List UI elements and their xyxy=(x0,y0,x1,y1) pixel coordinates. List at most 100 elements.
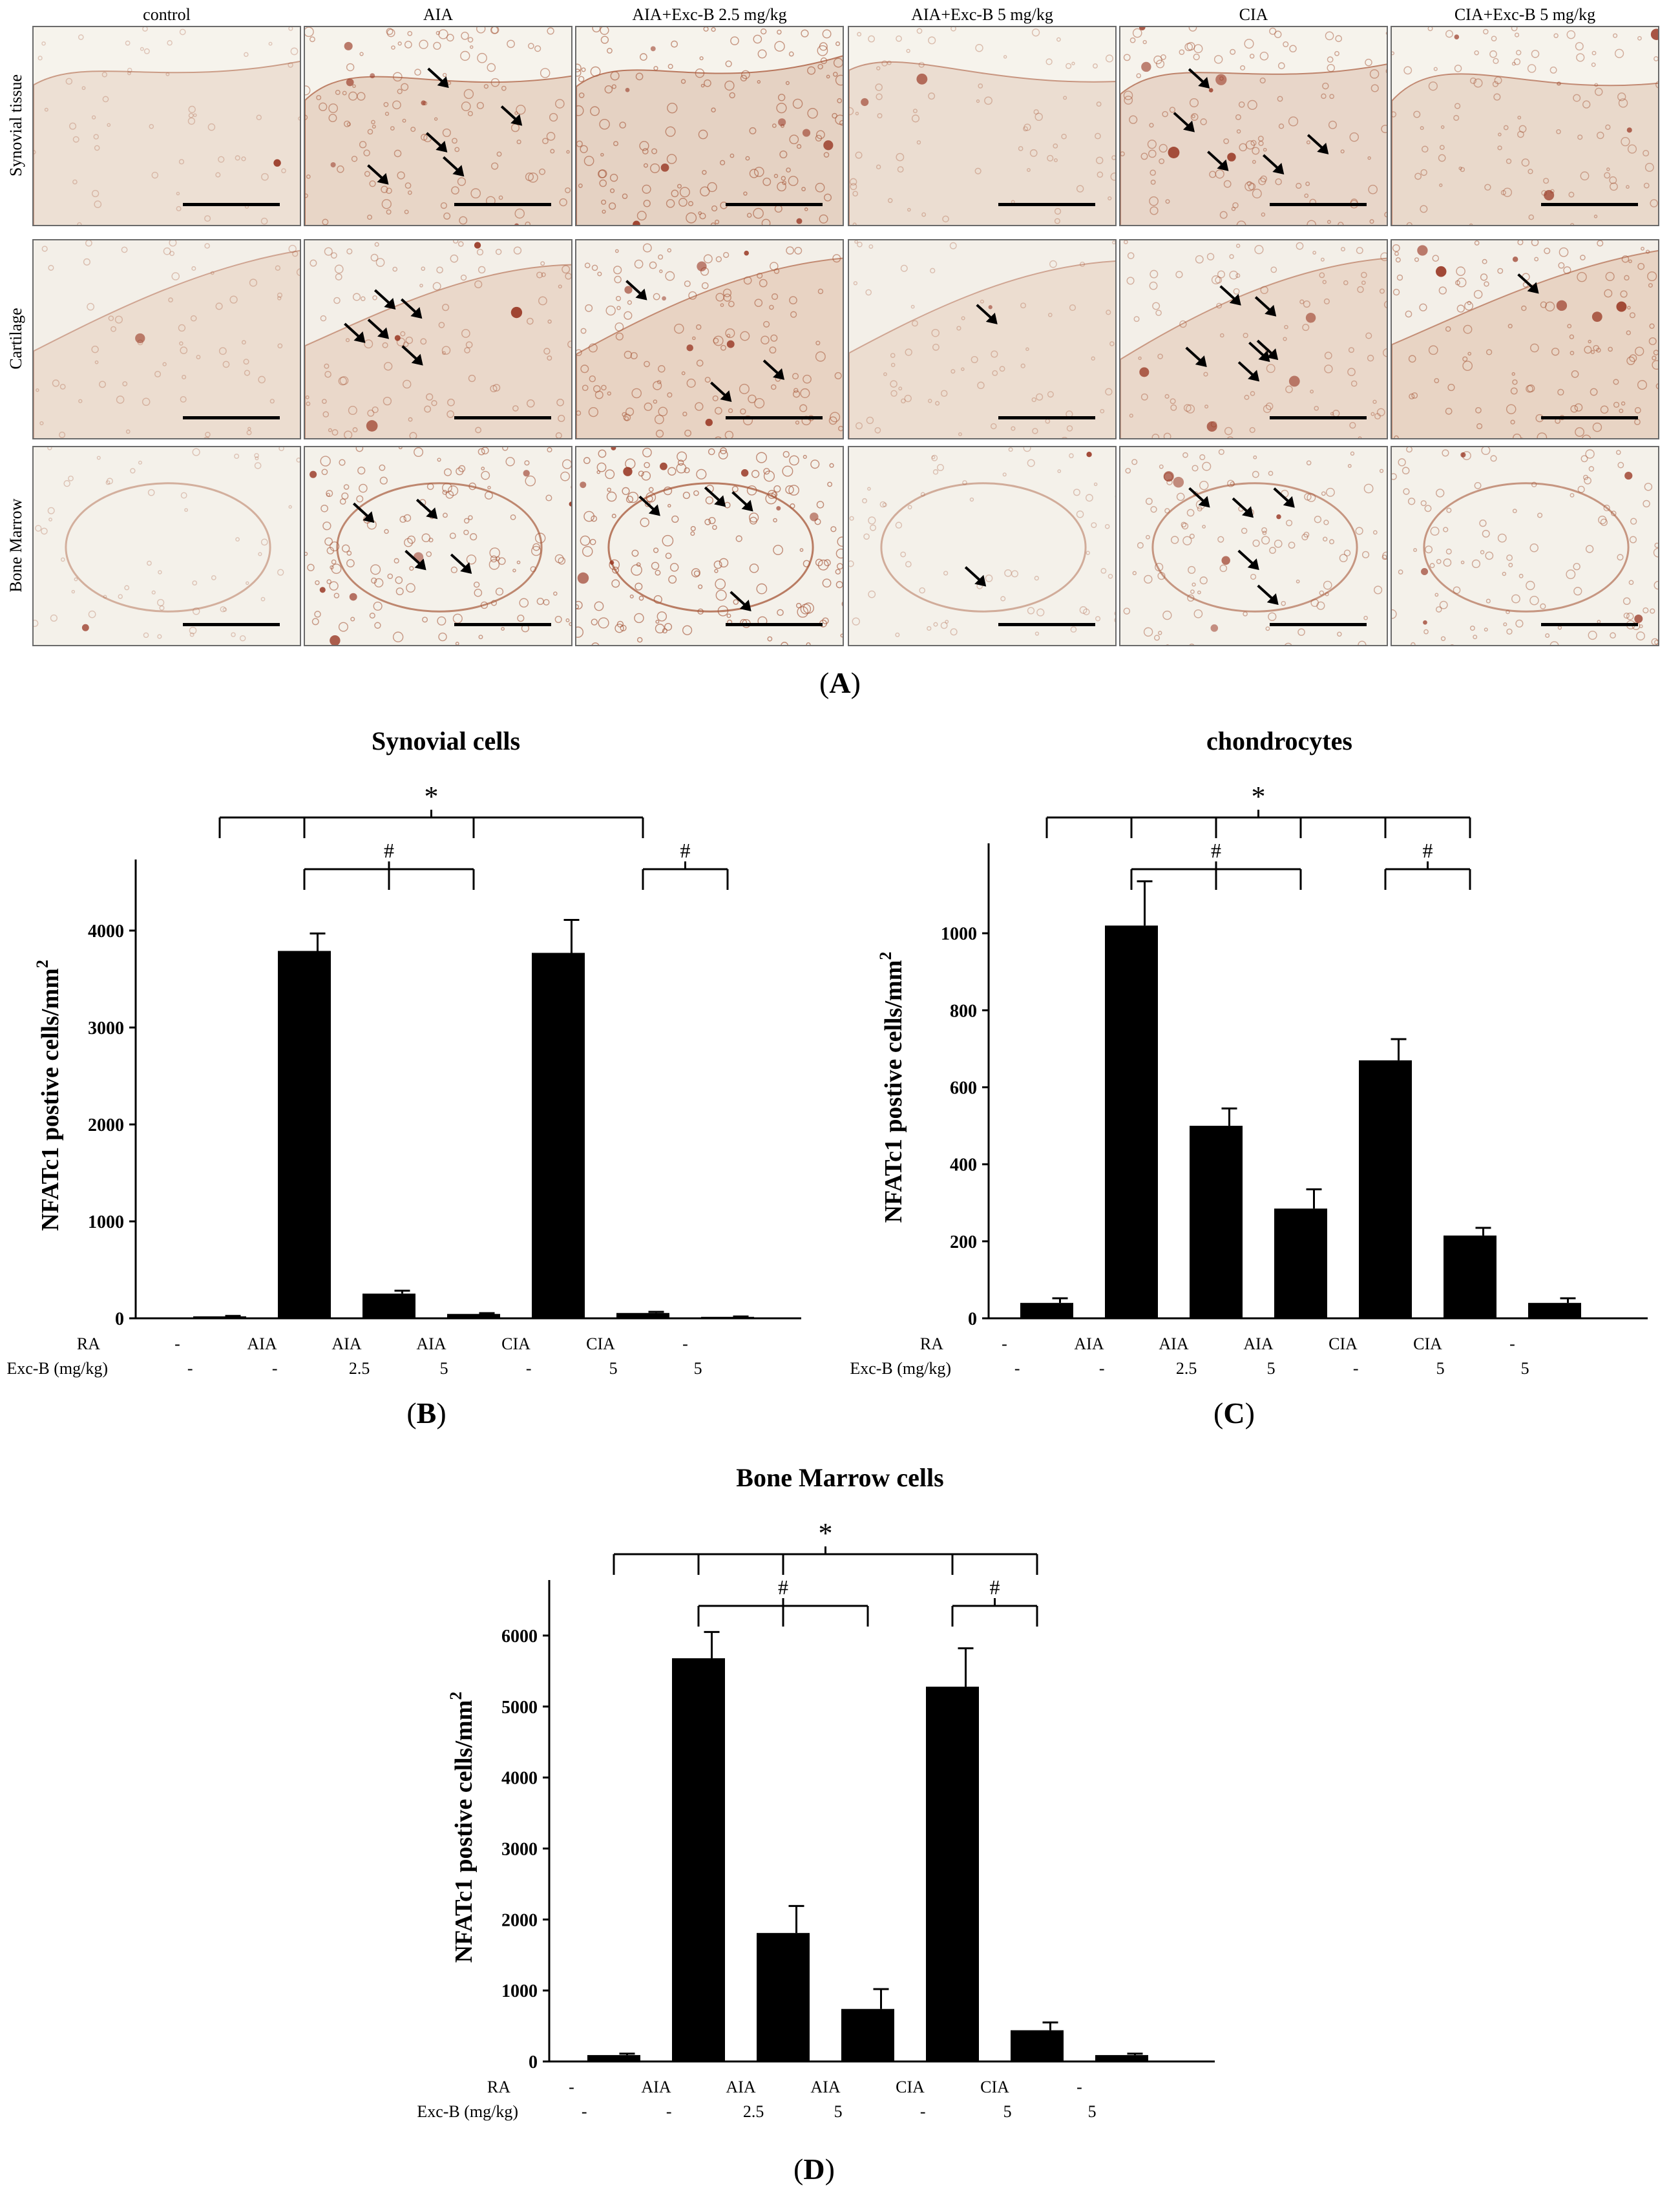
scale-bar xyxy=(1270,203,1367,206)
significance-star: * xyxy=(425,781,439,812)
significance-bracket: # xyxy=(1130,839,1302,890)
significance-hash: # xyxy=(1423,839,1433,862)
micrograph-bone-marrow-aia xyxy=(304,446,572,646)
row-label-synovial-tissue: Synovial tissue xyxy=(6,74,25,177)
ra-value: AIA xyxy=(416,1334,446,1353)
arrow-icon xyxy=(404,549,426,571)
micrograph-cartilage-aia xyxy=(304,239,572,439)
ra-value: AIA xyxy=(247,1334,277,1353)
ra-value: - xyxy=(1076,2078,1082,2096)
ra-value: - xyxy=(174,1334,180,1353)
arrow-icon xyxy=(1188,68,1210,89)
exc-b-value: 2.5 xyxy=(1176,1359,1197,1378)
arrow-icon xyxy=(964,566,987,587)
chart-bone-marrow-cells: Bone Marrow cells 0 1000 2000 3000 4000 5000 60… xyxy=(417,1463,1215,2121)
micrograph-synovial-tissue-aia-exc-b-5-mg-kg xyxy=(848,26,1117,226)
micrograph-bone-marrow-aia-exc-b-2-5-mg-kg xyxy=(575,446,844,646)
scale-bar xyxy=(998,203,1095,206)
chart-title: Bone Marrow cells xyxy=(736,1463,943,1492)
arrow-icon xyxy=(1219,285,1241,306)
ra-value: AIA xyxy=(1243,1334,1273,1353)
bar-5 xyxy=(1528,1303,1581,1318)
arrow-icon xyxy=(1257,584,1279,606)
exc-b-value: 5 xyxy=(1267,1359,1276,1378)
micrograph-bone-marrow-control xyxy=(32,446,301,646)
y-tick-label: 4000 xyxy=(501,1769,538,1789)
significance-bracket: # xyxy=(1384,839,1471,890)
ra-value: AIA xyxy=(331,1334,361,1353)
ra-value: CIA xyxy=(896,2078,925,2096)
significance-hash: # xyxy=(1211,839,1221,862)
arrow-icon xyxy=(1237,361,1260,382)
figure-a: control AIA AIA+Exc-B 2.5 mg/kg AIA+Exc-B 5… xyxy=(0,0,1680,711)
bar-aia-5 xyxy=(841,2008,894,2061)
y-tick-label: 3000 xyxy=(501,1839,538,1859)
micrograph-cartilage-cia-exc-b-5-mg-kg xyxy=(1391,239,1659,439)
exc-b-value: - xyxy=(187,1359,193,1378)
chart-title: chondrocytes xyxy=(1206,726,1352,755)
significance-bracket: # xyxy=(642,839,729,890)
y-tick-label: 0 xyxy=(968,1309,977,1329)
ra-value: CIA xyxy=(1413,1334,1442,1353)
significance-bracket: * xyxy=(1045,781,1471,838)
arrow-icon xyxy=(731,490,753,512)
micrograph-bone-marrow-aia-exc-b-5-mg-kg xyxy=(848,446,1117,646)
arrow-icon xyxy=(450,553,472,574)
exc-b-value: 5 xyxy=(1003,2102,1012,2121)
y-tick-label: 600 xyxy=(950,1079,977,1099)
micrograph-bone-marrow-cia-exc-b-5-mg-kg xyxy=(1391,446,1659,646)
bar- xyxy=(193,1316,246,1318)
scale-bar xyxy=(726,623,823,626)
arrow-icon xyxy=(762,359,785,380)
exc-b-value: 5 xyxy=(834,2102,843,2121)
arrow-icon xyxy=(352,502,375,523)
scale-bar xyxy=(998,623,1095,626)
micrograph-bone-marrow-cia xyxy=(1119,446,1388,646)
row-label-ra: RA xyxy=(920,1334,943,1353)
exc-b-value: - xyxy=(1353,1359,1359,1378)
scale-bar xyxy=(183,416,280,419)
column-header-control: control xyxy=(143,5,191,24)
arrow-icon xyxy=(638,495,660,516)
arrow-icon xyxy=(427,67,449,89)
y-axis-label: NFATc1 postive cells/mm2 xyxy=(446,1692,478,1963)
arrow-icon xyxy=(1517,273,1539,294)
ra-value: - xyxy=(569,2078,574,2096)
arrow-icon xyxy=(1248,341,1270,363)
micrograph-cartilage-aia-exc-b-5-mg-kg xyxy=(848,239,1117,439)
arrow-icon xyxy=(1237,549,1259,571)
y-tick-label: 0 xyxy=(115,1309,124,1329)
chart-title: Synovial cells xyxy=(372,726,520,755)
scale-bar xyxy=(183,203,280,206)
arrow-icon xyxy=(367,164,389,185)
chart-synovial-cells: Synovial cells 0 1000 2000 3000 4000 NFATc1 po… xyxy=(6,726,801,1378)
micrograph-cartilage-cia xyxy=(1119,239,1388,439)
arrow-icon xyxy=(401,345,423,366)
ra-value: CIA xyxy=(980,2078,1009,2096)
arrow-icon xyxy=(1273,487,1295,508)
y-tick-label: 6000 xyxy=(501,1627,538,1647)
y-tick-label: 5000 xyxy=(501,1698,538,1718)
bar-aia-2-5 xyxy=(362,1293,415,1318)
significance-hash: # xyxy=(778,1576,788,1599)
significance-bracket: # xyxy=(951,1576,1038,1627)
row-label-ra: RA xyxy=(77,1334,100,1353)
micrograph-synovial-tissue-aia xyxy=(304,26,572,226)
scale-bar xyxy=(454,623,551,626)
ra-value: AIA xyxy=(726,2078,755,2096)
significance-star: * xyxy=(1252,781,1266,812)
exc-b-value: - xyxy=(666,2102,672,2121)
column-header-cia-exc-b-5-mg-kg: CIA+Exc-B 5 mg/kg xyxy=(1454,5,1596,24)
exc-b-value: - xyxy=(526,1359,532,1378)
bar-aia-2-5 xyxy=(1190,1126,1243,1318)
ra-value: CIA xyxy=(586,1334,615,1353)
micrograph-synovial-tissue-control xyxy=(32,26,301,226)
scale-bar xyxy=(1270,623,1367,626)
bar- xyxy=(587,2055,640,2061)
exc-b-value: - xyxy=(272,1359,278,1378)
arrow-icon xyxy=(443,156,465,177)
row-label-bone-marrow: Bone Marrow xyxy=(6,498,25,593)
chart-c-label: (C) xyxy=(1213,1397,1255,1429)
bar-cia-5 xyxy=(1011,2030,1064,2061)
ra-value: AIA xyxy=(810,2078,840,2096)
